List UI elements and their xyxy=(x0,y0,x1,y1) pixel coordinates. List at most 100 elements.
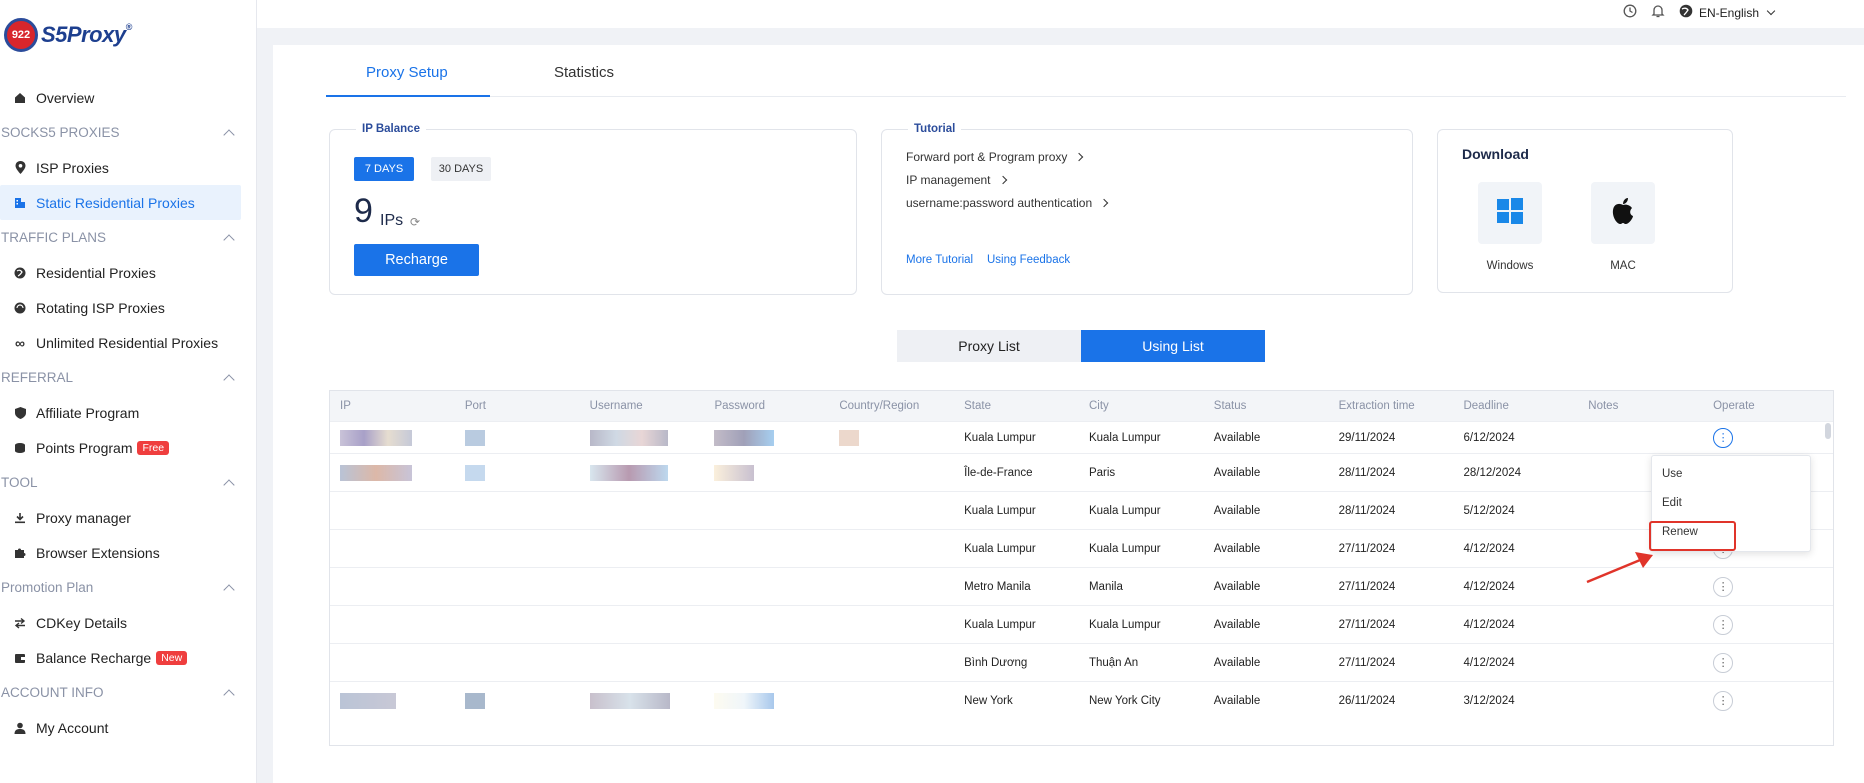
chevron-up-icon xyxy=(223,478,235,491)
rotate-globe-icon xyxy=(12,300,28,316)
ip-cell-redacted xyxy=(330,682,455,719)
refresh-icon[interactable]: ⟳ xyxy=(410,215,421,229)
col-password: Password xyxy=(714,400,765,412)
table-row: Kuala Lumpur Kuala Lumpur Available 27/1… xyxy=(330,605,1833,643)
recharge-button[interactable]: Recharge xyxy=(354,244,479,276)
sidebar-item-label: Residential Proxies xyxy=(36,264,156,281)
bell-icon[interactable] xyxy=(1651,4,1665,21)
infinity-icon: ∞ xyxy=(15,334,25,351)
city-cell: Kuala Lumpur xyxy=(1088,504,1161,517)
windows-label: Windows xyxy=(1486,260,1534,272)
sidebar-item-proxy-manager[interactable]: Proxy manager xyxy=(0,500,257,535)
ip-count: 9 xyxy=(354,192,373,230)
tab-proxy-setup[interactable]: Proxy Setup xyxy=(366,64,448,81)
proxy-list-toggle[interactable]: Proxy List xyxy=(897,330,1081,362)
col-extraction-time: Extraction time xyxy=(1338,400,1415,412)
sidebar-section-socks5[interactable]: SOCKS5 PROXIES xyxy=(0,115,257,150)
more-options-button[interactable]: ⋮ xyxy=(1713,427,1734,448)
tutorial-card: Tutorial Forward port & Program proxy IP… xyxy=(881,123,1413,295)
language-selector[interactable]: EN-English xyxy=(1679,4,1776,21)
sidebar-item-label: Overview xyxy=(36,89,95,106)
renew-highlight-box xyxy=(1649,521,1736,551)
tab-statistics[interactable]: Statistics xyxy=(554,64,615,81)
sidebar-item-unlimited-residential[interactable]: ∞ Unlimited Residential Proxies xyxy=(0,325,257,360)
deadline-cell: 4/12/2024 xyxy=(1463,618,1515,631)
extraction-cell: 28/11/2024 xyxy=(1338,504,1396,517)
table-header: IP Port Username Password Country/Region… xyxy=(330,391,1833,421)
sidebar-section-traffic[interactable]: TRAFFIC PLANS xyxy=(0,220,257,255)
state-cell: Kuala Lumpur xyxy=(964,431,1036,444)
sidebar-item-balance-recharge[interactable]: Balance Recharge New xyxy=(0,640,257,675)
using-feedback-link[interactable]: Using Feedback xyxy=(987,254,1071,266)
using-list-toggle[interactable]: Using List xyxy=(1081,330,1265,362)
more-options-button[interactable]: ⋮ xyxy=(1713,652,1734,673)
active-tab-indicator xyxy=(326,95,490,97)
col-port: Port xyxy=(464,400,486,412)
tutorial-link-auth[interactable]: username:password authentication xyxy=(906,196,1109,210)
sidebar-item-label: Points Program xyxy=(36,439,133,456)
tutorial-link-forward-port[interactable]: Forward port & Program proxy xyxy=(906,150,1084,164)
extraction-cell: 29/11/2024 xyxy=(1338,431,1396,444)
sidebar-item-label: Unlimited Residential Proxies xyxy=(36,334,219,351)
table-row: Bình Dương Thuận An Available 27/11/2024… xyxy=(330,643,1833,681)
more-options-button[interactable]: ⋮ xyxy=(1713,690,1734,711)
sidebar-item-label: CDKey Details xyxy=(36,614,128,631)
col-username: Username xyxy=(589,400,643,412)
sidebar-item-residential[interactable]: Residential Proxies xyxy=(0,255,257,290)
30-days-button[interactable]: 30 DAYS xyxy=(431,157,491,181)
more-options-button[interactable]: ⋮ xyxy=(1713,614,1734,635)
city-cell: Kuala Lumpur xyxy=(1088,542,1161,555)
extraction-cell: 28/11/2024 xyxy=(1338,466,1396,479)
sidebar-item-my-account[interactable]: My Account xyxy=(0,710,257,745)
main-panel: Proxy Setup Statistics IP Balance 7 DAYS… xyxy=(273,45,1864,783)
chevron-up-icon xyxy=(223,233,235,246)
swap-icon xyxy=(12,615,28,631)
tutorial-link-ip-management[interactable]: IP management xyxy=(906,173,1007,187)
port-cell-redacted xyxy=(455,422,580,453)
sidebar-item-browser-extensions[interactable]: Browser Extensions xyxy=(0,535,257,570)
sidebar-item-isp-proxies[interactable]: ISP Proxies xyxy=(0,150,257,185)
brand-logo[interactable]: 922 S5Proxy® xyxy=(4,18,132,52)
sidebar-section-promotion[interactable]: Promotion Plan xyxy=(0,570,257,605)
username-cell-redacted xyxy=(580,454,705,491)
status-cell: Available xyxy=(1213,694,1261,707)
chevron-right-icon xyxy=(1099,198,1109,208)
7-days-button[interactable]: 7 DAYS xyxy=(354,157,414,181)
sidebar-section-account[interactable]: ACCOUNT INFO xyxy=(0,675,257,710)
sidebar-section-referral[interactable]: REFERRAL xyxy=(0,360,257,395)
shield-icon xyxy=(12,405,28,421)
extraction-cell: 27/11/2024 xyxy=(1338,580,1396,593)
menu-item-edit[interactable]: Edit xyxy=(1662,497,1682,509)
more-options-button[interactable]: ⋮ xyxy=(1713,576,1734,597)
sidebar-item-cdkey[interactable]: CDKey Details xyxy=(0,605,257,640)
city-cell: New York City xyxy=(1088,694,1161,707)
sidebar-item-rotating-isp[interactable]: Rotating ISP Proxies xyxy=(0,290,257,325)
sidebar-item-overview[interactable]: Overview xyxy=(0,80,257,115)
windows-download-button[interactable] xyxy=(1478,182,1542,244)
table-row: Kuala Lumpur Kuala Lumpur Available 29/1… xyxy=(330,421,1833,453)
sidebar-item-points[interactable]: Points Program Free xyxy=(0,430,257,465)
row-options-menu: Use Edit Renew xyxy=(1651,455,1811,552)
table-scrollbar[interactable] xyxy=(1825,423,1831,439)
globe-icon xyxy=(1679,4,1693,21)
city-cell: Thuận An xyxy=(1088,656,1139,669)
state-cell: Kuala Lumpur xyxy=(964,618,1036,631)
state-cell: Metro Manila xyxy=(964,580,1031,593)
more-tutorial-link[interactable]: More Tutorial xyxy=(906,254,974,266)
sidebar-item-static-residential[interactable]: Static Residential Proxies xyxy=(0,185,241,220)
mac-label: MAC xyxy=(1610,260,1636,272)
sidebar-item-affiliate[interactable]: Affiliate Program xyxy=(0,395,257,430)
status-cell: Available xyxy=(1213,466,1261,479)
menu-item-renew[interactable]: Renew xyxy=(1662,526,1698,538)
mac-download-button[interactable] xyxy=(1591,182,1655,244)
menu-item-use[interactable]: Use xyxy=(1662,468,1683,480)
history-icon[interactable] xyxy=(1623,4,1637,21)
password-cell-redacted xyxy=(704,422,829,453)
notes-cell xyxy=(1578,682,1703,719)
country-cell-redacted xyxy=(829,454,954,491)
table-row: Kuala Lumpur Kuala Lumpur Available 28/1… xyxy=(330,491,1833,529)
sidebar-section-tool[interactable]: TOOL xyxy=(0,465,257,500)
state-cell: Bình Dương xyxy=(964,656,1028,669)
windows-icon xyxy=(1496,197,1524,230)
status-cell: Available xyxy=(1213,656,1261,669)
